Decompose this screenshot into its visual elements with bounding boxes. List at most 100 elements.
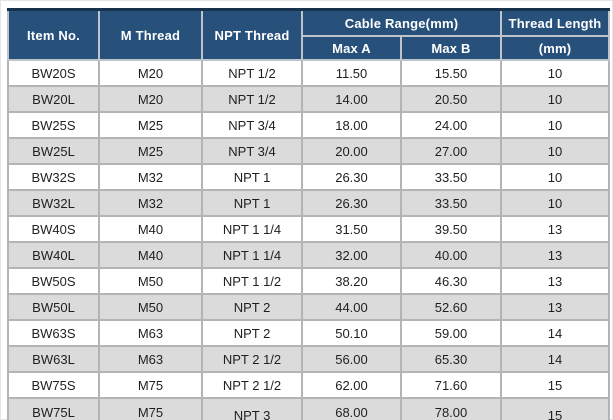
table-row: BW50L M50 NPT 2 44.00 52.60 13: [7, 293, 610, 321]
cell-item-no: BW63L: [7, 345, 100, 373]
table-row: BW63S M63 NPT 2 50.10 59.00 14: [7, 319, 610, 347]
cell-thread-length: 10: [500, 59, 610, 87]
cell-item-no: BW40L: [7, 241, 100, 269]
header-row-1: Item No. M Thread NPT Thread Cable Range…: [7, 8, 610, 61]
header-npt-thread: NPT Thread: [201, 8, 303, 61]
cell-item-no: BW20S: [7, 59, 100, 87]
cell-max-b: 33.50: [400, 163, 502, 191]
cell-item-no: BW20L: [7, 85, 100, 113]
cell-m-thread: M63: [98, 345, 203, 373]
table-header: Item No. M Thread NPT Thread Cable Range…: [7, 8, 610, 61]
cell-m-thread: M75: [98, 371, 203, 399]
cell-npt-thread: NPT 1: [201, 189, 303, 217]
cell-npt-thread: NPT 2: [201, 319, 303, 347]
cell-max-a: 44.00: [301, 293, 402, 321]
cell-thread-length: 15: [500, 371, 610, 399]
header-max-b: Max B: [400, 35, 502, 61]
cell-npt-thread: NPT 3/4: [201, 111, 303, 139]
cell-m-thread: M50: [98, 267, 203, 295]
table-row: BW50S M50 NPT 1 1/2 38.20 46.30 13: [7, 267, 610, 295]
cell-thread-length: 13: [500, 215, 610, 243]
header-m-thread: M Thread: [98, 8, 203, 61]
cell-max-b: 59.00: [400, 319, 502, 347]
cell-item-no: BW25S: [7, 111, 100, 139]
cell-max-a: 20.00: [301, 137, 402, 165]
cell-m-thread: M75: [98, 397, 203, 420]
cell-npt-thread: NPT 2: [201, 293, 303, 321]
cell-item-no: BW50L: [7, 293, 100, 321]
cell-max-a: 56.00: [301, 345, 402, 373]
table-row: BW32L M32 NPT 1 26.30 33.50 10: [7, 189, 610, 217]
cell-thread-length: 10: [500, 137, 610, 165]
cell-m-thread: M25: [98, 137, 203, 165]
cell-max-b: 40.00: [400, 241, 502, 269]
cell-max-b: 65.30: [400, 345, 502, 373]
cell-thread-length: 10: [500, 163, 610, 191]
cell-thread-length: 13: [500, 267, 610, 295]
cell-thread-length: 14: [500, 319, 610, 347]
cell-item-no: BW63S: [7, 319, 100, 347]
table-row: BW25L M25 NPT 3/4 20.00 27.00 10: [7, 137, 610, 165]
cell-item-no: BW40S: [7, 215, 100, 243]
cell-thread-length: 10: [500, 111, 610, 139]
cell-max-a: 38.20: [301, 267, 402, 295]
cell-item-no: BW32S: [7, 163, 100, 191]
cell-max-b: 52.60: [400, 293, 502, 321]
header-cable-range: Cable Range(mm): [301, 8, 502, 37]
cell-item-no: BW75S: [7, 371, 100, 399]
cell-thread-length: 15: [500, 397, 610, 420]
cell-max-a: 14.00: [301, 85, 402, 113]
cell-item-no: BW25L: [7, 137, 100, 165]
cell-npt-thread: NPT 1/2: [201, 59, 303, 87]
cell-max-b: 78.00: [400, 397, 502, 420]
cell-max-b: 33.50: [400, 189, 502, 217]
cell-max-b: 46.30: [400, 267, 502, 295]
cell-thread-length: 10: [500, 85, 610, 113]
cell-thread-length: 13: [500, 293, 610, 321]
header-max-a: Max A: [301, 35, 402, 61]
cell-max-b: 24.00: [400, 111, 502, 139]
cell-max-b: 15.50: [400, 59, 502, 87]
cell-max-a: 32.00: [301, 241, 402, 269]
table-row: BW75L M75 NPT 3 68.00 78.00 15: [7, 397, 610, 420]
cell-m-thread: M50: [98, 293, 203, 321]
header-thread-length: Thread Length: [500, 8, 610, 37]
table-body: BW20S M20 NPT 1/2 11.50 15.50 10 BW20L M20 NPT 1…: [7, 59, 610, 420]
cell-npt-thread: NPT 1 1/2: [201, 267, 303, 295]
cell-npt-thread: NPT 1/2: [201, 85, 303, 113]
cell-m-thread: M20: [98, 59, 203, 87]
header-item-no: Item No.: [7, 8, 100, 61]
cell-thread-length: 13: [500, 241, 610, 269]
cell-npt-thread: NPT 2 1/2: [201, 371, 303, 399]
cell-m-thread: M40: [98, 215, 203, 243]
cell-item-no: BW75L: [7, 397, 100, 420]
cell-max-a: 62.00: [301, 371, 402, 399]
cell-m-thread: M32: [98, 189, 203, 217]
cell-max-a: 26.30: [301, 163, 402, 191]
cell-item-no: BW32L: [7, 189, 100, 217]
cell-npt-thread: NPT 1 1/4: [201, 215, 303, 243]
table-row: BW40L M40 NPT 1 1/4 32.00 40.00 13: [7, 241, 610, 269]
cell-max-b: 71.60: [400, 371, 502, 399]
cell-m-thread: M20: [98, 85, 203, 113]
table-row: BW32S M32 NPT 1 26.30 33.50 10: [7, 163, 610, 191]
cell-max-a: 18.00: [301, 111, 402, 139]
cell-npt-thread: NPT 1 1/4: [201, 241, 303, 269]
cell-max-a: 50.10: [301, 319, 402, 347]
table-row: BW20L M20 NPT 1/2 14.00 20.50 10: [7, 85, 610, 113]
cell-thread-length: 14: [500, 345, 610, 373]
cell-m-thread: M40: [98, 241, 203, 269]
cell-max-b: 39.50: [400, 215, 502, 243]
table-row: BW20S M20 NPT 1/2 11.50 15.50 10: [7, 59, 610, 87]
cell-max-a: 68.00: [301, 397, 402, 420]
cell-npt-thread: NPT 2 1/2: [201, 345, 303, 373]
cell-npt-thread: NPT 3/4: [201, 137, 303, 165]
cell-max-a: 26.30: [301, 189, 402, 217]
header-thread-length-unit: (mm): [500, 35, 610, 61]
cell-npt-thread: NPT 3: [201, 397, 303, 420]
cell-item-no: BW50S: [7, 267, 100, 295]
cell-m-thread: M32: [98, 163, 203, 191]
cell-m-thread: M63: [98, 319, 203, 347]
cell-max-a: 11.50: [301, 59, 402, 87]
cell-thread-length: 10: [500, 189, 610, 217]
